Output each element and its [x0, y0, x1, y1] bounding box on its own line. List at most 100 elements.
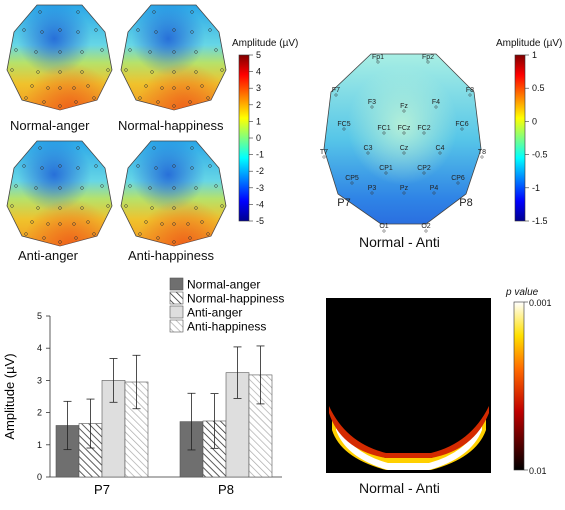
electrode-marker: [220, 68, 224, 72]
electrode-marker: [468, 93, 472, 97]
electrode-marker: [460, 127, 464, 131]
electrode-marker: [402, 109, 406, 113]
pvalue-tick-bottom: 0.01: [529, 466, 547, 476]
colorbar-amplitude-tick: 4: [256, 67, 261, 77]
electrode-marker: [154, 166, 158, 170]
electrode-marker: [422, 131, 426, 135]
electrode-marker: [434, 105, 438, 109]
colorbar-amplitude-tick: -1: [256, 150, 264, 160]
electrode-marker: [38, 10, 42, 14]
electrode-marker: [58, 164, 62, 168]
electrode-marker: [14, 184, 18, 188]
electrode-marker: [172, 206, 176, 210]
topomap-grid: [6, 4, 227, 247]
y-axis-label: Amplitude (µV): [2, 353, 17, 439]
colorbar-amplitude-tick: 2: [256, 100, 261, 110]
electrode-marker: [24, 232, 28, 236]
electrode-marker: [200, 84, 204, 88]
electrode-marker: [190, 10, 194, 14]
y-tick-label: 1: [37, 440, 42, 450]
topomap-normal-minus-anti: Fp1 Fp2 F7 F8 F3 Fz F4 FC5 FC1 FCz FC2 FC6 T7 C3 Cz C4 T…: [320, 53, 486, 233]
electrode-label: F7: [332, 87, 340, 94]
electrode-marker: [456, 181, 460, 185]
electrode-marker: [172, 186, 176, 190]
electrode-marker: [188, 236, 192, 240]
electrode-marker: [80, 70, 84, 74]
electrode-marker: [190, 166, 194, 170]
electrode-label: P7: [337, 197, 350, 209]
electrode-marker: [46, 222, 50, 226]
electrode-label: FC5: [337, 121, 350, 128]
electrode-marker: [14, 48, 18, 52]
colorbar-amplitude-tick: -5: [256, 216, 264, 226]
electrode-marker: [480, 155, 484, 159]
legend-label: Normal-happiness: [187, 292, 284, 306]
electrode-marker: [214, 184, 218, 188]
electrode-marker: [124, 204, 128, 208]
label-normal-happiness: Normal-happiness: [118, 118, 224, 133]
electrode-marker: [58, 206, 62, 210]
electrode-label: F4: [432, 99, 440, 106]
electrode-marker: [432, 191, 436, 195]
colorbar-amplitude-tick: 3: [256, 83, 261, 93]
electrode-marker: [186, 222, 190, 226]
electrode-marker: [58, 50, 62, 54]
electrode-marker: [206, 232, 210, 236]
electrode-marker: [80, 206, 84, 210]
colorbar-pvalue: 0.001 0.01: [513, 298, 552, 476]
electrode-marker: [200, 220, 204, 224]
electrode-label: F3: [368, 99, 376, 106]
x-category-label: P8: [218, 482, 234, 497]
electrode-label: T8: [478, 149, 486, 156]
electrode-marker: [334, 93, 338, 97]
electrode-marker: [30, 84, 34, 88]
pvalue-tick-top: 0.001: [529, 298, 552, 308]
electrode-marker: [382, 229, 386, 233]
y-tick-label: 2: [37, 408, 42, 418]
electrode-marker: [76, 146, 80, 150]
electrode-marker: [94, 28, 98, 32]
electrode-marker: [148, 50, 152, 54]
electrode-label: Fp1: [372, 54, 384, 61]
electrode-marker: [350, 181, 354, 185]
electrode-marker: [58, 70, 62, 74]
label-anti-anger: Anti-anger: [18, 248, 78, 263]
pvalue-map: [326, 298, 491, 473]
electrode-marker: [58, 104, 62, 108]
electrode-marker: [152, 10, 156, 14]
y-tick-label: 5: [37, 311, 42, 321]
electrode-marker: [172, 104, 176, 108]
colorbar-amplitude-tick: -4: [256, 199, 264, 209]
colorbar-amplitude-tick: -3: [256, 183, 264, 193]
electrode-marker: [34, 186, 38, 190]
electrode-marker: [58, 222, 62, 226]
colorbar-diff-tick: 0: [532, 116, 537, 126]
electrode-label: CP2: [417, 165, 431, 172]
electrode-marker: [194, 70, 198, 74]
electrode-marker: [172, 222, 176, 226]
electrode-markers: [10, 10, 224, 244]
electrode-marker: [208, 164, 212, 168]
electrode-label: O1: [379, 223, 388, 230]
electrode-marker: [342, 127, 346, 131]
electrode-marker: [24, 96, 28, 100]
electrode-marker: [382, 131, 386, 135]
electrode-marker: [124, 68, 128, 72]
electrode-marker: [384, 171, 388, 175]
electrode-marker: [172, 28, 176, 32]
electrode-marker: [58, 240, 62, 244]
topomap-normal-anger: [6, 4, 113, 111]
electrode-marker: [172, 86, 176, 90]
electrode-marker: [86, 84, 90, 88]
electrode-marker: [150, 206, 154, 210]
electrode-marker: [36, 206, 40, 210]
electrode-marker: [58, 186, 62, 190]
electrode-marker: [160, 222, 164, 226]
label-anti-happiness: Anti-happiness: [128, 248, 214, 263]
y-tick-label: 0: [37, 472, 42, 482]
electrode-marker: [370, 105, 374, 109]
electrode-marker: [128, 48, 132, 52]
electrode-label: FC6: [455, 121, 468, 128]
legend-label: Anti-anger: [187, 306, 242, 320]
electrode-marker: [136, 28, 140, 32]
